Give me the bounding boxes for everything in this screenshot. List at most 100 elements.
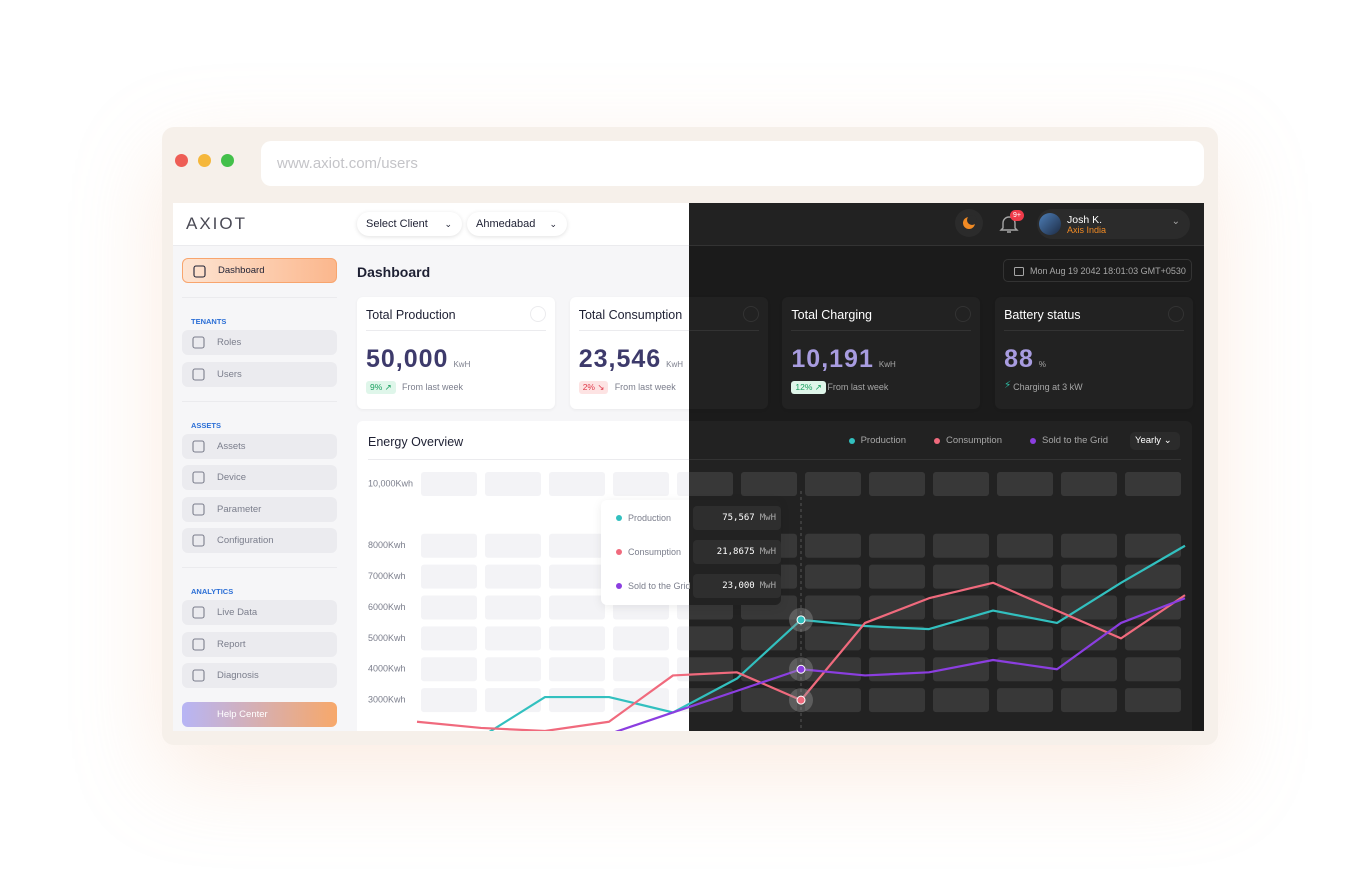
card-menu[interactable] — [742, 306, 759, 322]
item-label: Assets — [217, 440, 246, 452]
grid-cell — [613, 657, 669, 682]
sidebar-item[interactable]: Device — [182, 465, 337, 490]
y-tick-label: 8000Kwh — [368, 540, 406, 550]
sidebar-item[interactable]: Configuration — [182, 528, 337, 553]
period-select[interactable]: Yearly ⌄ — [1130, 432, 1180, 450]
sidebar-item[interactable]: Assets — [182, 433, 337, 459]
grid-cell — [1061, 688, 1117, 713]
page-title: Dashboard — [357, 264, 431, 280]
url-bar[interactable]: www.axiot.com/users — [261, 141, 1204, 186]
tooltip-swatch — [616, 515, 622, 521]
grid-cell — [869, 564, 925, 589]
grid-cell — [485, 472, 541, 496]
divider — [182, 297, 337, 298]
hover-point — [796, 664, 806, 674]
tooltip-swatch — [616, 583, 622, 589]
tooltip: Production75,567MwHConsumption21,8675MwH… — [689, 500, 781, 605]
grid-cell — [549, 533, 605, 558]
section-heading: ANALYTICS — [191, 587, 234, 596]
item-icon — [192, 367, 205, 381]
chevron: ⌄ — [549, 219, 557, 229]
energy-panel: Energy Overview ProductionConsumptionSol… — [689, 421, 1192, 731]
legend: Production Consumption Sold to the Grid — [848, 435, 1108, 446]
card-note: Charging at 3 kW — [1013, 382, 1083, 392]
datetime: Mon Aug 19 2042 18:01:03 GMT+0530 — [1003, 259, 1192, 282]
sidebar-item[interactable]: Diagnosis — [182, 663, 337, 688]
sidebar-item[interactable]: Users — [182, 361, 337, 387]
help-label: Help Center — [217, 709, 268, 720]
minimize-dot[interactable] — [198, 154, 211, 167]
grid-cell — [689, 657, 733, 682]
grid-cell — [613, 688, 669, 713]
icon-shape — [192, 669, 205, 682]
card-menu[interactable] — [955, 306, 972, 322]
maximize-dot[interactable] — [221, 154, 234, 167]
grid-cell — [869, 595, 925, 620]
help-center[interactable]: Help Center — [182, 702, 337, 727]
theme-toggle[interactable] — [955, 209, 983, 237]
grid-cell — [485, 533, 541, 558]
value-text: 50,000 — [366, 345, 449, 373]
grid-cell — [1125, 564, 1181, 589]
item-icon — [193, 265, 206, 278]
select-text: Select Client — [366, 218, 428, 230]
grid-cell — [1061, 564, 1117, 589]
grid-cell — [1125, 472, 1181, 496]
location-select[interactable]: Ahmedabad ⌄ — [467, 212, 567, 236]
change-badge: 2% ↘ — [578, 381, 609, 394]
icon-shape — [192, 439, 205, 453]
user-menu[interactable]: Josh K. Axis India ⌄ — [1037, 209, 1190, 239]
icon-shape — [192, 502, 205, 516]
legend-item[interactable]: Sold to the Grid — [1029, 435, 1108, 446]
legend-swatch — [934, 437, 940, 444]
item-label: Parameter — [217, 503, 262, 515]
logo[interactable]: AXIOT — [186, 214, 248, 233]
item-icon — [192, 439, 205, 453]
grid-cell — [933, 472, 989, 496]
value-text: 21,8675 — [716, 547, 755, 557]
grid-cell — [613, 626, 669, 651]
value-unit: MwH — [759, 513, 776, 523]
grid-cell — [741, 626, 797, 651]
card-note: From last week — [402, 382, 464, 392]
value-unit: KwH — [878, 360, 896, 369]
card-value: 23,546 KwH — [579, 345, 683, 374]
item-label: Users — [217, 368, 242, 380]
chevron: ⌄ — [1171, 216, 1180, 227]
grid-cell — [549, 472, 605, 496]
grid-cell — [549, 626, 605, 651]
sidebar-item[interactable]: Dashboard — [182, 258, 337, 283]
y-tick-label: 5000Kwh — [368, 633, 406, 643]
card-divider — [1004, 330, 1185, 331]
tooltip-label: Production — [628, 513, 672, 523]
grid-cell — [933, 533, 989, 558]
grid-cell — [485, 657, 541, 682]
value-text: 23,546 — [578, 345, 662, 373]
item-icon — [192, 637, 205, 651]
grid-cell — [741, 472, 797, 496]
y-tick-label: 3000Kwh — [368, 695, 406, 705]
card-note: From last week — [614, 382, 676, 392]
grid-cell — [613, 472, 669, 496]
card-divider — [791, 330, 972, 331]
legend-label: Production — [860, 435, 906, 446]
sidebar-item[interactable]: Parameter — [182, 496, 337, 522]
card-menu[interactable] — [1168, 306, 1185, 322]
card-divider — [578, 330, 759, 331]
legend-item[interactable]: Consumption — [934, 435, 1002, 446]
client-select[interactable]: Select Client ⌄ — [357, 212, 462, 236]
calendar-icon — [1014, 267, 1024, 276]
sidebar-item[interactable]: Live Data — [182, 600, 337, 625]
sidebar-item[interactable]: Report — [182, 631, 337, 657]
sidebar-item[interactable]: Roles — [182, 330, 337, 355]
legend-item[interactable]: Production — [848, 435, 906, 446]
grid-cell — [1125, 657, 1181, 682]
change-badge: 9% ↗ — [366, 381, 396, 394]
icon-shape — [192, 336, 205, 349]
grid-cell — [805, 595, 861, 620]
item-label: Dashboard — [218, 265, 265, 276]
card-menu[interactable] — [530, 306, 546, 322]
close-dot[interactable] — [175, 154, 188, 167]
grid-cell — [689, 626, 733, 651]
